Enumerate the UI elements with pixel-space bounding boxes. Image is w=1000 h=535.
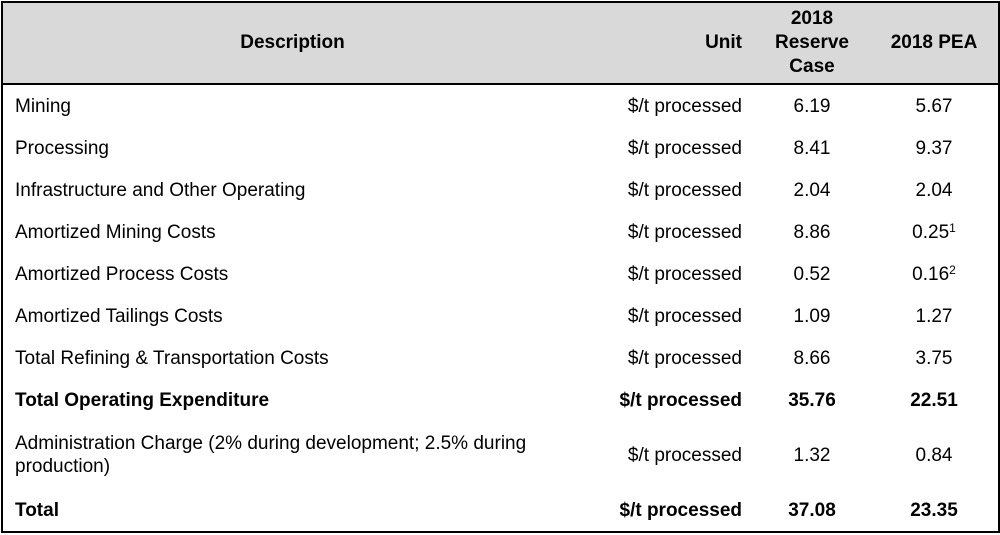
row-pea-value: 3.75 <box>915 347 953 369</box>
table-row: Mining $/t processed 6.19 5.67 <box>2 84 999 127</box>
row-pea-value: 5.67 <box>915 95 953 117</box>
row-reserve-value: 2.04 <box>793 179 831 201</box>
row-reserve-value: 8.66 <box>793 347 831 369</box>
row-description: Amortized Tailings Costs <box>15 305 223 327</box>
header-reserve-line3: Case <box>789 56 835 77</box>
header-unit: Unit <box>582 2 754 85</box>
row-description: Total <box>15 499 59 521</box>
row-reserve-value: 0.52 <box>793 263 831 285</box>
row-reserve-value: 1.09 <box>793 305 831 327</box>
row-unit: $/t processed <box>627 137 742 159</box>
footnote-marker: 2 <box>949 262 956 277</box>
row-description: Total Operating Expenditure <box>15 389 270 411</box>
row-pea-value: 2.04 <box>915 179 953 201</box>
row-unit: $/t processed <box>619 499 743 521</box>
table-row: Processing $/t processed 8.41 9.37 <box>2 127 999 169</box>
row-unit: $/t processed <box>627 179 742 201</box>
header-description: Description <box>2 2 582 85</box>
row-reserve-value: 37.08 <box>788 499 836 521</box>
row-pea-value: 9.37 <box>915 137 953 159</box>
row-unit: $/t processed <box>627 305 742 327</box>
row-pea-value: 23.35 <box>910 499 958 521</box>
row-reserve-value: 8.86 <box>793 221 831 243</box>
table-row: Amortized Process Costs $/t processed 0.… <box>2 253 999 295</box>
row-unit: $/t processed <box>627 221 742 243</box>
header-reserve-case: 2018 Reserve Case <box>754 2 870 85</box>
row-description: Total Refining & Transportation Costs <box>15 347 329 369</box>
row-unit: $/t processed <box>627 95 742 117</box>
row-reserve-value: 1.32 <box>793 444 831 466</box>
header-pea: 2018 PEA <box>870 2 999 85</box>
row-pea-value: 22.51 <box>910 389 958 411</box>
table-row-subtotal: Total Operating Expenditure $/t processe… <box>2 379 999 421</box>
row-unit: $/t processed <box>619 389 743 411</box>
table-row: Administration Charge (2% during develop… <box>2 421 999 489</box>
header-reserve-line1: 2018 <box>790 8 834 29</box>
table-row-total: Total $/t processed 37.08 23.35 <box>2 489 999 532</box>
row-reserve-value: 6.19 <box>793 95 831 117</box>
row-description: Processing <box>15 137 109 159</box>
row-reserve-value: 35.76 <box>788 389 836 411</box>
row-reserve-value: 8.41 <box>793 137 831 159</box>
footnote-marker: 1 <box>949 220 956 235</box>
row-description: Amortized Process Costs <box>15 263 229 285</box>
row-description: Amortized Mining Costs <box>15 221 216 243</box>
row-pea-value: 0.84 <box>915 444 953 466</box>
row-description: Administration Charge (2% during develop… <box>15 433 527 477</box>
row-pea-value: 0.251 <box>912 220 956 243</box>
table-row: Infrastructure and Other Operating $/t p… <box>2 169 999 211</box>
row-description: Infrastructure and Other Operating <box>15 179 306 201</box>
row-pea-value: 0.162 <box>912 262 956 285</box>
row-pea-value: 1.27 <box>915 305 953 327</box>
table-row: Total Refining & Transportation Costs $/… <box>2 337 999 379</box>
row-unit: $/t processed <box>627 263 742 285</box>
row-unit: $/t processed <box>627 444 742 466</box>
table-row: Amortized Tailings Costs $/t processed 1… <box>2 295 999 337</box>
table-row: Amortized Mining Costs $/t processed 8.8… <box>2 211 999 253</box>
header-reserve-line2: Reserve <box>775 32 849 53</box>
row-description: Mining <box>15 95 71 117</box>
header-row: Description Unit 2018 Reserve Case 2018 … <box>2 2 999 85</box>
row-unit: $/t processed <box>627 347 742 369</box>
